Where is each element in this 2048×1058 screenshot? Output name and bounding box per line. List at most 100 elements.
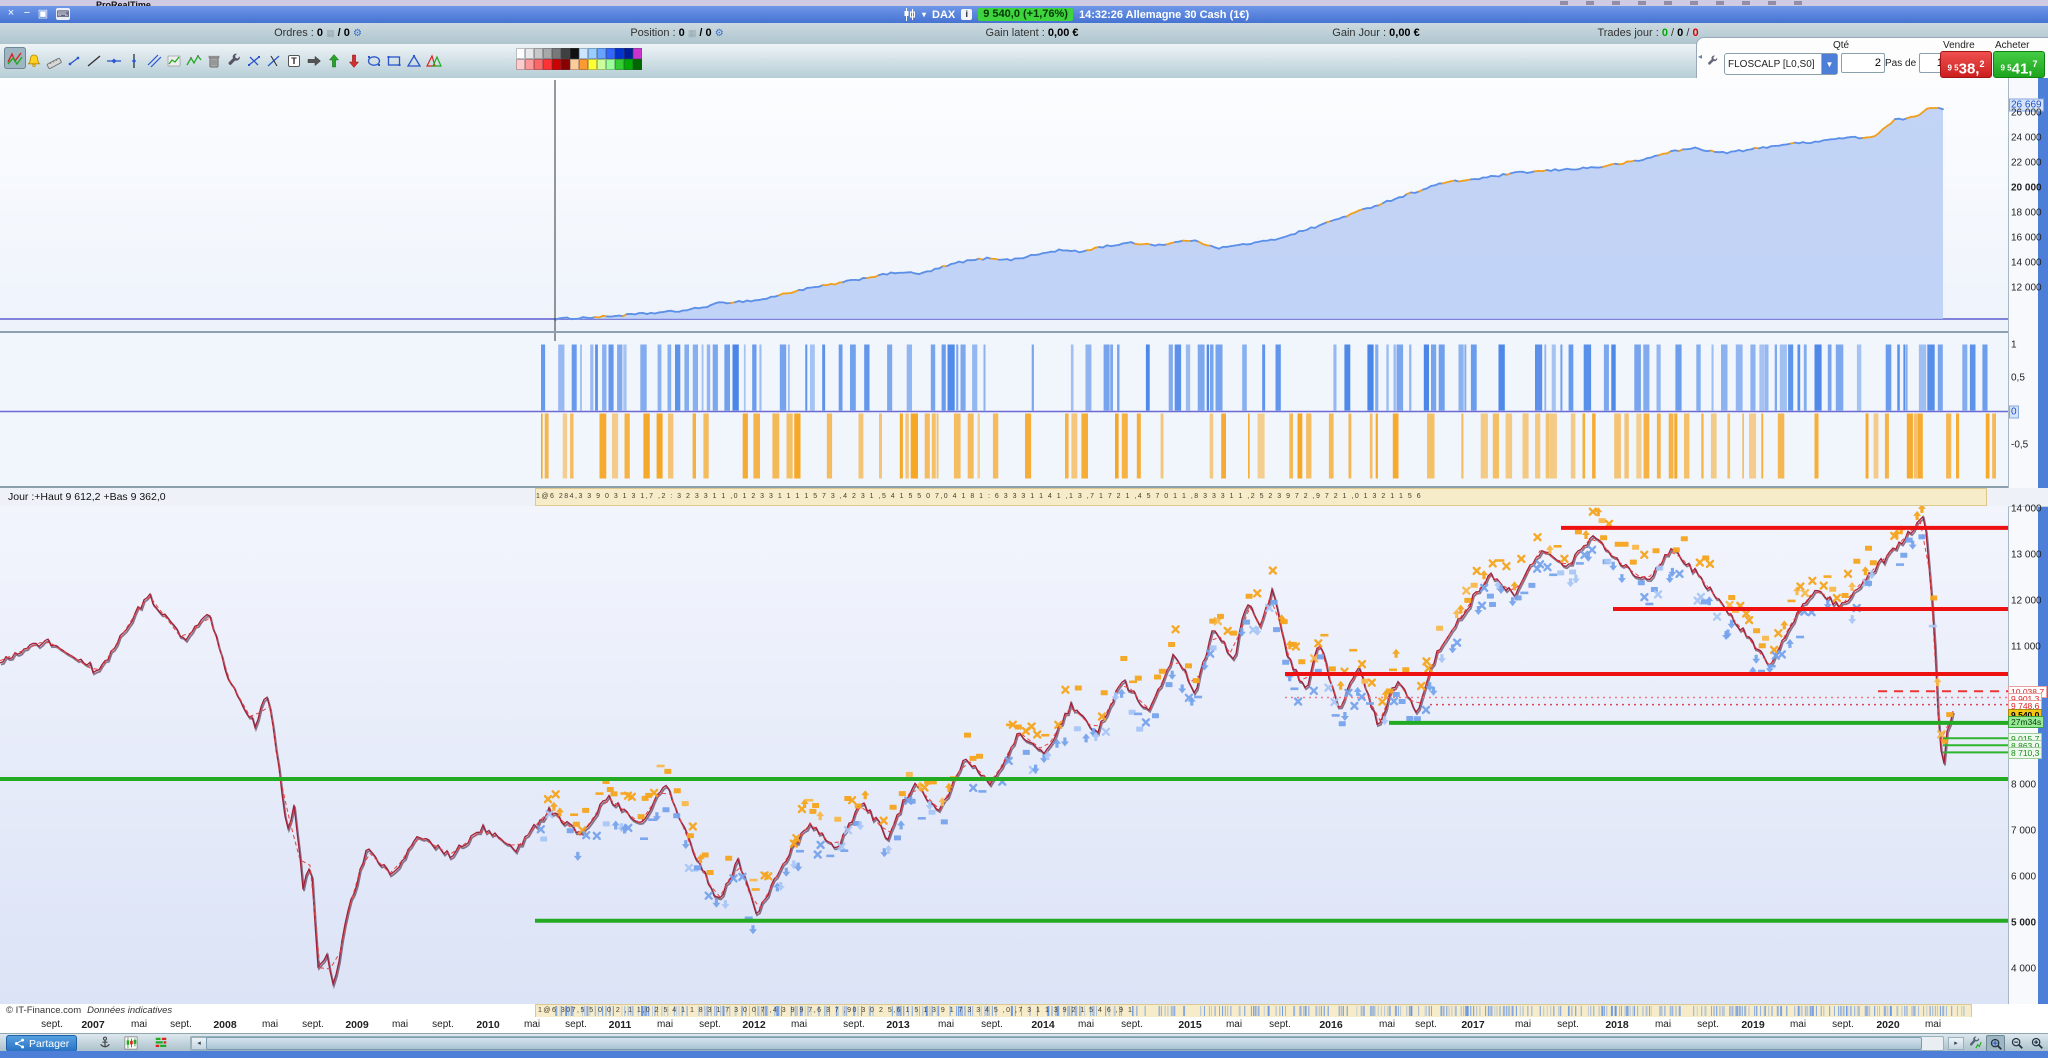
parallel-lines-tool-icon[interactable] — [144, 47, 164, 74]
keyboard-icon[interactable]: ⌨ — [56, 8, 70, 20]
trash-tool-icon[interactable] — [204, 47, 224, 74]
gain-jour-stat: Gain Jour : 0,00 € — [1332, 27, 1420, 39]
palette-color-swatch[interactable] — [561, 48, 570, 59]
date-tick: sept. — [432, 1019, 454, 1030]
palette-color-swatch[interactable] — [615, 48, 624, 59]
date-tick: 2012 — [742, 1019, 766, 1031]
date-tick: sept. — [1832, 1019, 1854, 1030]
orders-grid-icon[interactable]: ▦ — [326, 28, 335, 38]
date-tick: mai — [1924, 1019, 1942, 1030]
date-tick: 2016 — [1319, 1019, 1343, 1031]
palette-color-swatch[interactable] — [579, 48, 588, 59]
collapse-panel-icon[interactable]: ◂ — [1698, 52, 1703, 61]
day-info-row: Jour :+Haut 9 612,2 +Bas 9 362,0 1@6 284… — [0, 488, 2048, 507]
account-stats-row: Ordres : 0 ▦ / 0 ⚙ Position : 0 ▦ / 0 ⚙ … — [0, 23, 2048, 45]
palette-color-swatch[interactable] — [624, 48, 633, 59]
alert-tool-icon[interactable] — [24, 47, 44, 74]
date-tick: mai — [1789, 1019, 1807, 1030]
harmonic-tool-icon[interactable] — [424, 47, 444, 74]
color-palette — [516, 48, 644, 70]
scroll-right-icon[interactable]: ▸ — [1948, 1037, 1964, 1050]
palette-color-swatch[interactable] — [633, 59, 642, 70]
zoom-select-icon[interactable] — [1986, 1035, 2005, 1052]
strategy-select[interactable]: FLOSCALP [L0,S0] ▼ — [1724, 53, 1838, 75]
date-tick: sept. — [699, 1019, 721, 1030]
close-window-icon[interactable]: × — [7, 7, 15, 19]
info-icon[interactable]: i — [961, 9, 973, 20]
cross-tool-icon[interactable] — [244, 47, 264, 74]
palette-color-swatch[interactable] — [570, 48, 579, 59]
palette-color-swatch[interactable] — [624, 59, 633, 70]
palette-color-swatch[interactable] — [615, 59, 624, 70]
palette-color-swatch[interactable] — [633, 48, 642, 59]
date-tick: mai — [1378, 1019, 1396, 1030]
date-tick: mai — [130, 1019, 148, 1030]
palette-color-swatch[interactable] — [543, 48, 552, 59]
palette-color-swatch[interactable] — [588, 48, 597, 59]
date-tick: 2007 — [81, 1019, 105, 1031]
arrow-down-tool-icon[interactable] — [344, 47, 364, 74]
palette-color-swatch[interactable] — [525, 59, 534, 70]
sell-button[interactable]: 9 538,2 — [1940, 51, 1992, 78]
palette-color-swatch[interactable] — [525, 48, 534, 59]
arrow-right-tool-icon[interactable] — [304, 47, 324, 74]
palette-color-swatch[interactable] — [597, 48, 606, 59]
trades-jour-stat: Trades jour : 0 / 0 / 0 — [1597, 27, 1699, 39]
buy-button[interactable]: 9 541,7 — [1993, 51, 2045, 78]
palette-color-swatch[interactable] — [606, 59, 615, 70]
zoom-in-icon[interactable] — [2028, 1035, 2045, 1050]
candlestick-chart-icon[interactable] — [122, 1035, 139, 1050]
zoom-out-icon[interactable] — [2008, 1035, 2025, 1050]
ellipse-tool-icon[interactable] — [364, 47, 384, 74]
scroll-left-icon[interactable]: ◂ — [191, 1037, 207, 1050]
chart-settings-icon[interactable] — [1966, 1035, 1983, 1050]
restore-window-icon[interactable]: ▣ — [37, 8, 49, 20]
rectangle-tool-icon[interactable] — [384, 47, 404, 74]
palette-color-swatch[interactable] — [588, 59, 597, 70]
palette-color-swatch[interactable] — [534, 48, 543, 59]
position-grid-icon[interactable]: ▦ — [687, 28, 697, 38]
text-tool-icon[interactable]: T — [284, 47, 304, 74]
zigzag-tool-icon[interactable] — [184, 47, 204, 74]
share-button[interactable]: Partager — [6, 1035, 78, 1052]
line-tool-icon[interactable] — [84, 47, 104, 74]
os-menubar-item — [1586, 1, 1594, 5]
channel-tool-icon[interactable] — [164, 47, 184, 74]
angle-tool-icon[interactable] — [264, 47, 284, 74]
scrollbar-thumb[interactable] — [206, 1037, 1922, 1050]
palette-color-swatch[interactable] — [561, 59, 570, 70]
horizontal-line-tool-icon[interactable] — [104, 47, 124, 74]
bottom-barcode-strip: 1@6 307,5 5 0 0 2 ,1 1,0 2 5 4 1 1 8 3 1… — [535, 1004, 1972, 1018]
instrument-dropdown-arrow[interactable]: ▾ — [922, 10, 927, 19]
instrument-name[interactable]: DAX — [932, 8, 956, 21]
palette-color-swatch[interactable] — [543, 59, 552, 70]
date-tick: mai — [1514, 1019, 1532, 1030]
segment-tool-icon[interactable] — [64, 47, 84, 74]
order-book-icon[interactable] — [152, 1035, 169, 1050]
palette-color-swatch[interactable] — [570, 59, 579, 70]
anchor-icon[interactable] — [96, 1035, 113, 1050]
position-gear-icon[interactable]: ⚙ — [714, 28, 724, 39]
palette-color-swatch[interactable] — [516, 59, 525, 70]
arrow-up-tool-icon[interactable] — [324, 47, 344, 74]
palette-color-swatch[interactable] — [516, 48, 525, 59]
date-tick: sept. — [302, 1019, 324, 1030]
palette-color-swatch[interactable] — [606, 48, 615, 59]
palette-color-swatch[interactable] — [534, 59, 543, 70]
ruler-tool-icon[interactable] — [44, 47, 64, 74]
triangle-tool-icon[interactable] — [404, 47, 424, 74]
wrench-icon[interactable] — [1706, 55, 1719, 68]
palette-color-swatch[interactable] — [597, 59, 606, 70]
pattern-tool-icon[interactable] — [4, 47, 26, 69]
order-panel: ◂ Qté Vendre Acheter FLOSCALP [L0,S0] ▼ … — [1696, 37, 2048, 80]
palette-color-swatch[interactable] — [552, 59, 561, 70]
palette-color-swatch[interactable] — [579, 59, 588, 70]
horizontal-scrollbar[interactable]: ◂ — [190, 1036, 1944, 1051]
orders-gear-icon[interactable]: ⚙ — [352, 28, 362, 39]
palette-color-swatch[interactable] — [552, 48, 561, 59]
minimize-window-icon[interactable]: − — [23, 7, 31, 19]
vertical-line-tool-icon[interactable] — [124, 47, 144, 74]
order-qty-input[interactable] — [1841, 53, 1885, 73]
price-axis-gutter — [2008, 78, 2039, 1051]
tools-tool-icon[interactable] — [224, 47, 244, 74]
